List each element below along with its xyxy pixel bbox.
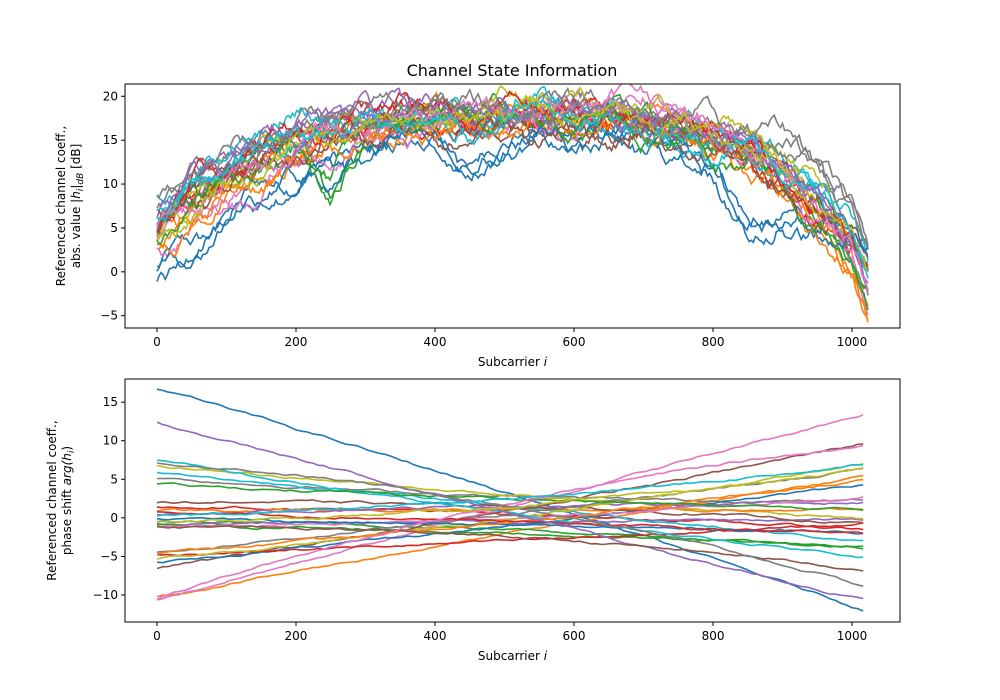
data-line — [156, 523, 864, 548]
data-line — [156, 87, 869, 246]
data-line — [156, 462, 864, 588]
y-axis-label-line1: Referenced channel coeff., — [45, 420, 59, 580]
data-line — [156, 98, 869, 279]
y-tick-label: 10 — [103, 177, 118, 191]
y-tick-label: 15 — [103, 395, 118, 409]
data-line — [156, 516, 864, 535]
y-tick-label: −10 — [93, 588, 118, 602]
y-axis-label-line2: phase shift arg(hi) — [60, 446, 77, 555]
x-tick-label: 200 — [285, 629, 308, 643]
x-tick-label: 800 — [702, 629, 725, 643]
phase-plot: 0 200 400 600 800 1000 −10 −5 0 5 10 15 Subcarrier i… — [45, 378, 901, 663]
data-line — [156, 459, 864, 559]
data-line — [156, 88, 869, 250]
x-tick-label: 600 — [563, 629, 586, 643]
figure-title: Channel State Information — [407, 61, 618, 80]
data-line — [156, 108, 869, 323]
y-axis-label-line1: Referenced channel coeff., — [54, 126, 68, 286]
y-tick-label: 0 — [110, 265, 118, 279]
axes-frame — [124, 378, 901, 623]
series-group — [156, 388, 864, 612]
x-tick-label: 0 — [153, 335, 161, 349]
data-line — [156, 112, 869, 268]
x-tick-label: 800 — [702, 335, 725, 349]
y-tick-label: 5 — [110, 221, 118, 235]
y-tick-label: 20 — [103, 89, 118, 103]
x-axis-label: Subcarrier i — [478, 649, 548, 663]
x-tick-label: 1000 — [837, 629, 868, 643]
data-line — [156, 421, 864, 600]
data-line — [156, 444, 864, 601]
data-line — [156, 467, 864, 524]
data-line — [156, 464, 864, 520]
data-line — [156, 517, 864, 526]
data-line — [156, 121, 869, 282]
x-tick-label: 0 — [153, 629, 161, 643]
data-line — [156, 388, 864, 612]
y-tick-label: −5 — [100, 549, 118, 563]
y-tick-label: 10 — [103, 434, 118, 448]
series-group — [156, 84, 869, 323]
y-axis-label-line2: abs. value |hi|dB [dB] — [69, 144, 86, 269]
x-tick-label: 600 — [563, 335, 586, 349]
data-line — [156, 123, 869, 272]
y-tick-label: −5 — [100, 309, 118, 323]
amplitude-plot: 0 200 400 600 800 1000 −5 0 5 10 15 20 Subcarrier i R… — [54, 83, 901, 369]
axes-frame — [124, 83, 901, 329]
x-tick-label: 400 — [424, 335, 447, 349]
y-tick-label: 5 — [110, 472, 118, 486]
y-tick-label: 15 — [103, 133, 118, 147]
x-tick-label: 1000 — [837, 335, 868, 349]
data-line — [156, 506, 864, 513]
data-line — [156, 511, 864, 535]
data-line — [156, 464, 864, 517]
y-tick-label: 0 — [110, 511, 118, 525]
x-tick-label: 200 — [285, 335, 308, 349]
x-tick-label: 400 — [424, 629, 447, 643]
data-line — [156, 478, 864, 555]
x-axis-label: Subcarrier i — [478, 355, 548, 369]
data-line — [156, 92, 869, 284]
